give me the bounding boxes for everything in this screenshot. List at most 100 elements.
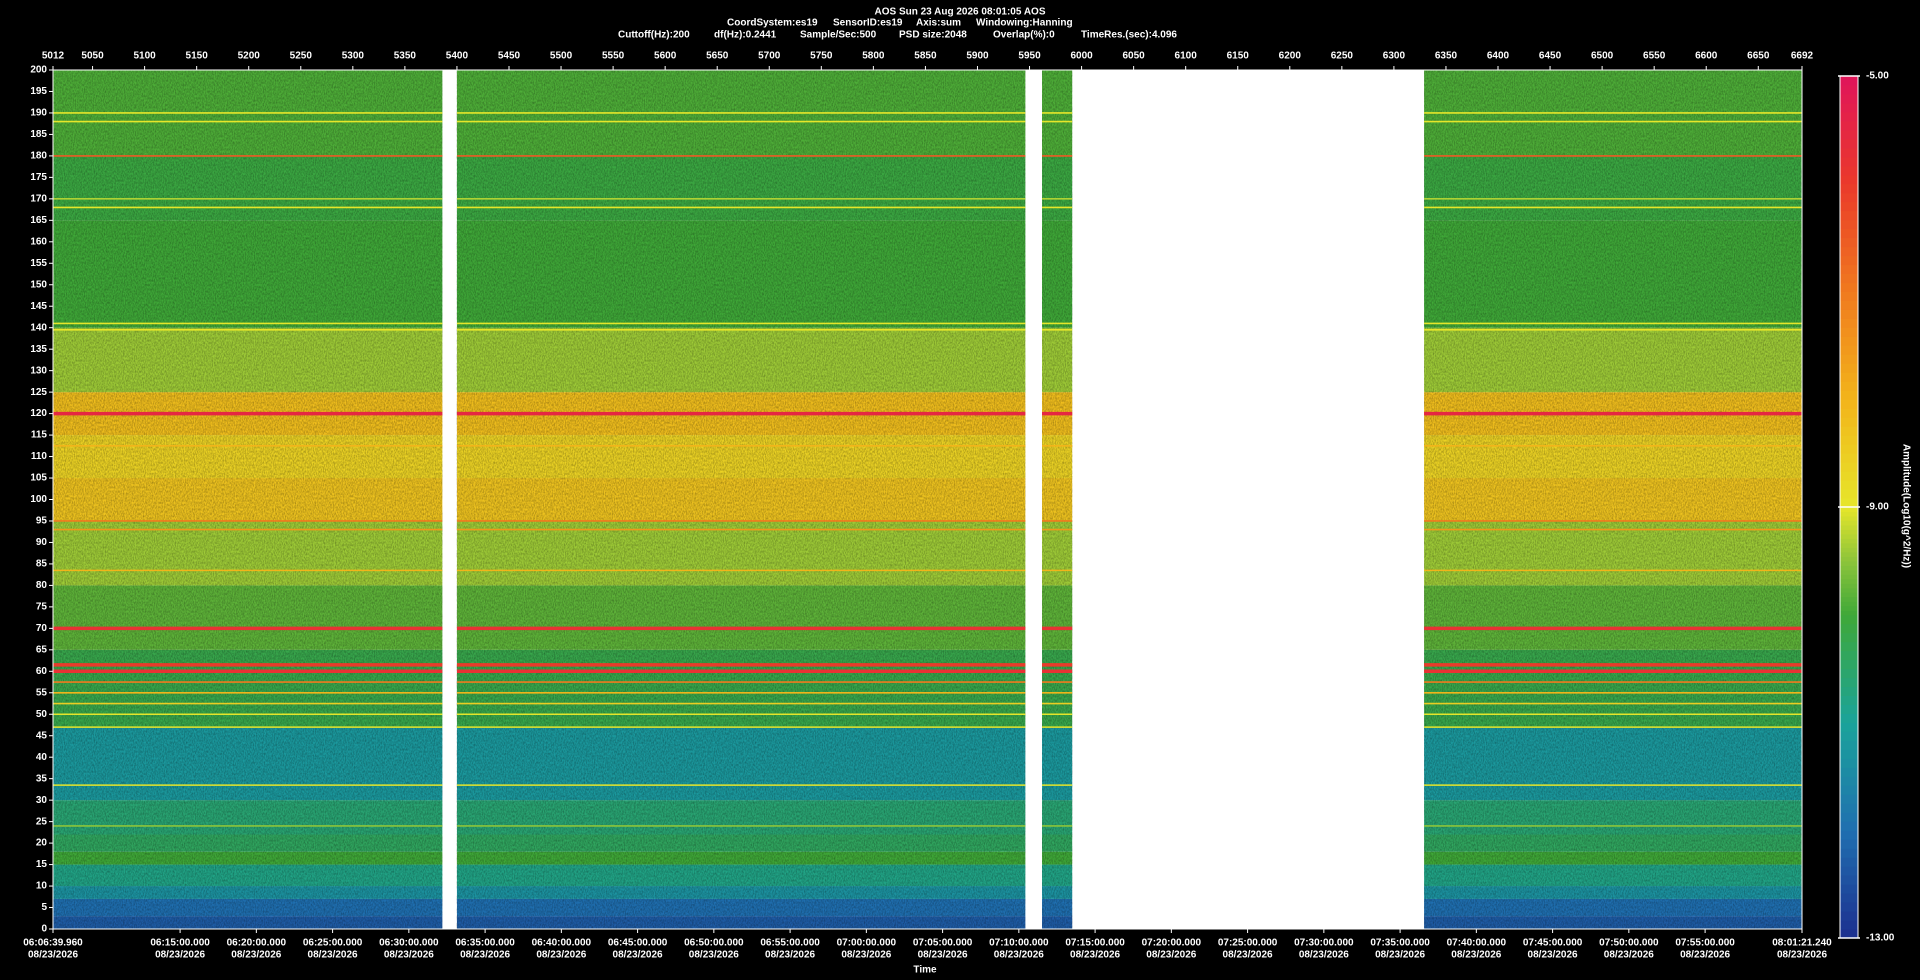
y-tick-label: 45 — [36, 730, 48, 741]
time-tick-date: 08/23/2026 — [613, 950, 663, 961]
colorbar-segment — [1840, 453, 1858, 463]
colorbar-segment — [1840, 547, 1858, 553]
time-tick-label: 06:30:00.000 — [379, 938, 439, 949]
colorbar-segment — [1840, 390, 1858, 400]
time-tick-date: 08/23/2026 — [841, 950, 891, 961]
colorbar-segment — [1840, 282, 1858, 292]
colorbar-segment — [1840, 542, 1858, 548]
header-info: CoordSystem:es19 — [727, 18, 818, 29]
colorbar-segment — [1840, 803, 1858, 813]
time-tick-date: 08/23/2026 — [1070, 950, 1120, 961]
y-tick-label: 75 — [36, 602, 48, 613]
y-tick-label: 180 — [30, 151, 47, 162]
colorbar-segment — [1840, 462, 1858, 472]
colorbar-segment — [1840, 444, 1858, 454]
y-tick-label: 105 — [30, 473, 47, 484]
time-tick-date: 08/23/2026 — [384, 950, 434, 961]
colorbar-segment — [1840, 749, 1858, 759]
time-tick-label: 07:30:00.000 — [1294, 938, 1354, 949]
colorbar-segment — [1840, 650, 1858, 661]
colorbar-segment — [1840, 614, 1858, 625]
colorbar-segment — [1840, 489, 1858, 499]
x-tick-label: 5050 — [81, 51, 104, 62]
colorbar-segment — [1840, 785, 1858, 795]
x-tick-label: 5750 — [810, 51, 833, 62]
colorbar-tick-label: -5.00 — [1866, 71, 1889, 82]
time-tick-label: 07:35:00.000 — [1370, 938, 1430, 949]
x-tick-label: 5850 — [914, 51, 937, 62]
y-tick-label: 80 — [36, 580, 48, 591]
y-tick-label: 100 — [30, 494, 47, 505]
x-tick-label: 5600 — [654, 51, 677, 62]
time-tick-label: 07:20:00.000 — [1142, 938, 1202, 949]
colorbar-segment — [1840, 76, 1858, 86]
y-tick-label: 110 — [31, 451, 48, 462]
y-tick-label: 170 — [30, 193, 47, 204]
y-tick-label: 40 — [36, 752, 48, 763]
time-tick-date: 08/23/2026 — [155, 950, 205, 961]
y-tick-label: 50 — [36, 709, 48, 720]
colorbar-segment — [1840, 587, 1858, 593]
y-tick-label: 5 — [41, 902, 47, 913]
time-tick-date: 08/23/2026 — [28, 950, 78, 961]
time-tick-date: 08/23/2026 — [536, 950, 586, 961]
y-tick-label: 150 — [30, 279, 47, 290]
time-tick-date: 08/23/2026 — [1299, 950, 1349, 961]
colorbar-segment — [1840, 722, 1858, 732]
x-tick-label: 5650 — [706, 51, 729, 62]
colorbar-segment — [1840, 120, 1858, 131]
colorbar-segment — [1840, 417, 1858, 427]
colorbar-segment — [1840, 183, 1858, 194]
time-tick-label: 07:15:00.000 — [1065, 938, 1125, 949]
colorbar-segment — [1840, 192, 1858, 203]
x-tick-label: 6400 — [1487, 51, 1510, 62]
time-tick-label: 06:20:00.000 — [227, 938, 287, 949]
time-tick-date: 08/23/2026 — [308, 950, 358, 961]
header-info: Windowing:Hanning — [976, 18, 1073, 29]
colorbar-segment — [1840, 381, 1858, 391]
colorbar-segment — [1840, 93, 1858, 104]
colorbar-segment — [1840, 291, 1858, 301]
x-tick-label: 6150 — [1227, 51, 1250, 62]
colorbar-segment — [1840, 560, 1858, 566]
colorbar-segment — [1840, 821, 1858, 831]
colorbar-segment — [1840, 767, 1858, 777]
y-tick-label: 165 — [30, 215, 47, 226]
x-tick-label: 6450 — [1539, 51, 1562, 62]
time-tick-date: 08/23/2026 — [1528, 950, 1578, 961]
colorbar-segment — [1840, 848, 1858, 858]
colorbar-segment — [1840, 583, 1858, 589]
time-tick-date: 08/23/2026 — [1604, 950, 1654, 961]
colorbar-segment — [1840, 677, 1858, 688]
time-tick-date: 08/23/2026 — [1146, 950, 1196, 961]
x-tick-label: 6600 — [1695, 51, 1718, 62]
time-tick-date: 08/23/2026 — [1451, 950, 1501, 961]
colorbar-segment — [1840, 610, 1858, 616]
colorbar-tick-label: -9.00 — [1866, 502, 1889, 513]
header-info: Cuttoff(Hz):200 — [618, 30, 690, 41]
y-tick-label: 120 — [30, 408, 47, 419]
time-tick-date: 08/23/2026 — [1223, 950, 1273, 961]
x-tick-label: 5400 — [446, 51, 469, 62]
colorbar-segment — [1840, 920, 1858, 930]
colorbar-segment — [1840, 556, 1858, 562]
colorbar-segment — [1840, 309, 1858, 319]
header-info: Axis:sum — [916, 18, 961, 29]
colorbar-segment — [1840, 830, 1858, 840]
y-tick-label: 185 — [30, 129, 47, 140]
colorbar-segment — [1840, 659, 1858, 670]
x-tick-label: 5450 — [498, 51, 521, 62]
y-tick-label: 85 — [36, 559, 48, 570]
time-tick-date: 08/23/2026 — [1777, 950, 1827, 961]
colorbar-segment — [1840, 354, 1858, 364]
x-tick-label: 6300 — [1383, 51, 1406, 62]
colorbar-segment — [1840, 102, 1858, 113]
x-tick-label: 5150 — [186, 51, 209, 62]
colorbar-segment — [1840, 138, 1858, 149]
colorbar-segment — [1840, 408, 1858, 418]
y-tick-label: 25 — [36, 816, 48, 827]
header-info: df(Hz):0.2441 — [714, 30, 777, 41]
colorbar-segment — [1840, 524, 1858, 530]
x-tick-label: 5300 — [342, 51, 365, 62]
